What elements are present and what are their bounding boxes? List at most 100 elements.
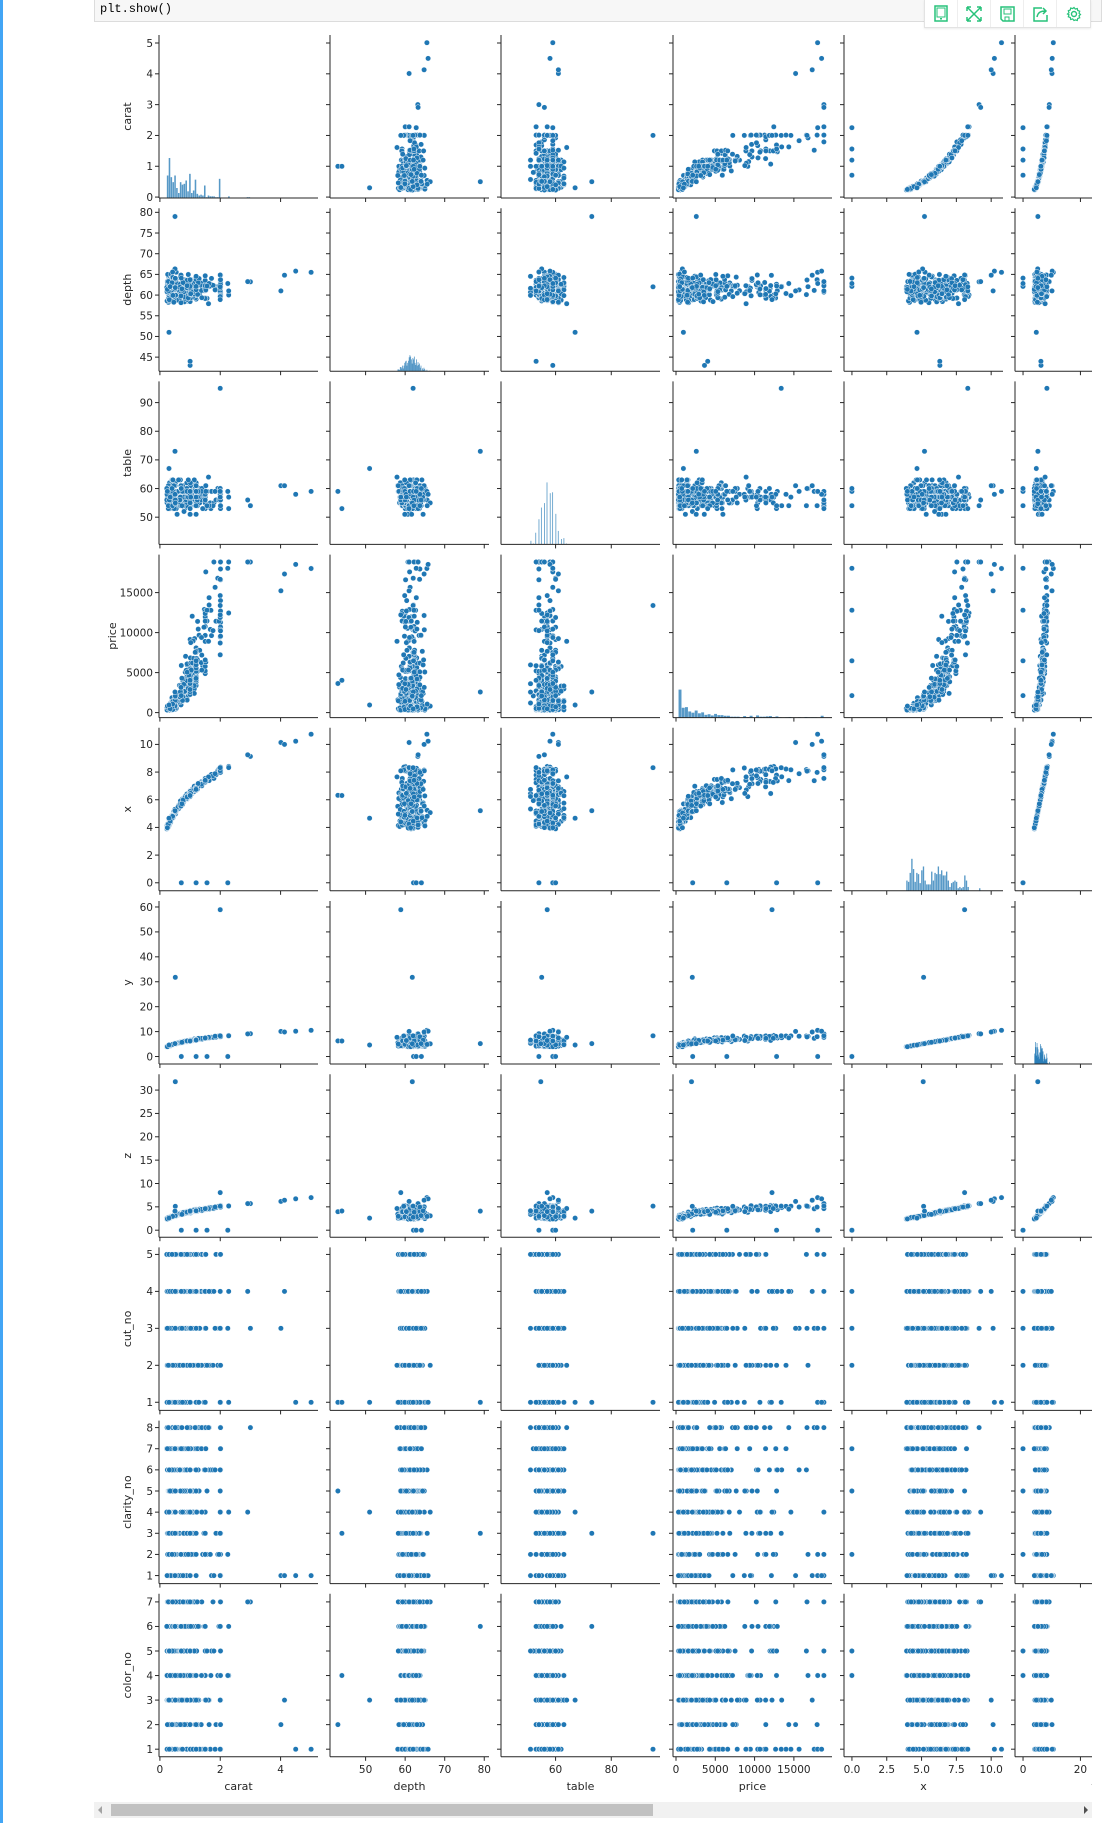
scatter-point (172, 491, 178, 498)
y-tick-label: 2 (146, 130, 153, 142)
scatter-point (535, 269, 542, 275)
scatter-point (714, 288, 721, 295)
scatter-point (723, 157, 730, 164)
scatter-point (684, 292, 691, 299)
histogram-bar (194, 179, 197, 198)
scatter-point (769, 296, 775, 303)
scatter-point (477, 178, 484, 185)
scatter-point (732, 282, 739, 289)
scatter-point (761, 279, 768, 286)
scatter-point (1048, 66, 1055, 73)
scatter-point (964, 123, 971, 130)
scatter-point (704, 358, 711, 365)
scatter-point (549, 39, 556, 46)
scatter-point (1043, 132, 1050, 139)
scatter-point (753, 132, 760, 139)
scatter-point (916, 292, 923, 299)
scatter-point (756, 149, 763, 156)
y-tick-label: 60 (140, 483, 153, 495)
scatter-point (544, 123, 551, 130)
scatter-point (955, 300, 962, 307)
histogram-bar (218, 178, 221, 198)
scatter-point (706, 157, 713, 164)
scatter-point (914, 274, 921, 281)
tablet-view-button[interactable] (925, 0, 958, 27)
histogram-bar (405, 361, 406, 372)
scatter-point (549, 280, 556, 287)
histogram-bar (417, 362, 419, 372)
scatter-point (1020, 280, 1026, 287)
scatter-point (749, 275, 755, 282)
scatter-point (549, 157, 556, 164)
share-button[interactable] (1024, 0, 1057, 27)
histogram-bar (408, 357, 410, 372)
histogram-bar (404, 362, 406, 372)
scatter-point (549, 362, 556, 369)
scatter-point (395, 482, 402, 489)
scatter-point (410, 146, 417, 152)
scatter-point (1049, 287, 1055, 294)
scatter-point (224, 488, 231, 495)
scatter-point (560, 175, 567, 181)
scatter-point (217, 488, 224, 495)
scatter-point (167, 494, 174, 501)
scatter-point (224, 280, 231, 287)
scatter-point (292, 268, 299, 275)
scatter-point (547, 178, 553, 185)
scatter-point (225, 287, 232, 294)
scatter-point (1034, 275, 1041, 282)
scatter-point (185, 476, 192, 483)
scatter-point (935, 282, 942, 289)
scatter-point (418, 178, 425, 185)
scatter-point (704, 163, 711, 170)
scatter-point (527, 273, 534, 280)
scatter-point (991, 55, 998, 62)
scatter-point (572, 184, 579, 191)
scatter-point (820, 123, 827, 130)
scatter-point (535, 171, 542, 178)
scatter-point (535, 146, 542, 152)
scatter-point (700, 276, 707, 283)
scatter-point (1033, 329, 1040, 336)
scatter-point (401, 511, 408, 518)
y-tick-label: 50 (140, 512, 153, 524)
scatter-point (693, 213, 700, 220)
scatter-point (762, 147, 769, 154)
histogram-bar (200, 194, 202, 198)
scatter-point (712, 271, 719, 278)
settings-button[interactable] (1057, 0, 1090, 27)
scatter-point (719, 172, 726, 179)
scatter-point (174, 511, 181, 518)
histogram-bar (170, 177, 173, 198)
y-tick-label: 80 (140, 207, 153, 219)
scatter-point (277, 287, 284, 294)
scatter-point (785, 143, 792, 150)
scatter-point (547, 55, 553, 62)
scatter-point (394, 144, 400, 151)
scatter-point (914, 184, 920, 191)
scatter-point (175, 476, 182, 483)
expand-button[interactable] (958, 0, 991, 27)
scatter-point (767, 161, 774, 168)
scatter-point (169, 485, 175, 492)
scatter-point (724, 272, 731, 279)
scatter-point (544, 290, 551, 297)
scatter-point (552, 275, 559, 282)
scatter-point (721, 294, 728, 301)
scatter-point (960, 276, 966, 283)
scatter-point (401, 180, 408, 187)
scatter-point (538, 163, 545, 170)
scatter-point (710, 298, 716, 305)
scatter-point (814, 132, 821, 139)
scatter-point (811, 147, 818, 154)
save-button[interactable] (991, 0, 1024, 27)
scatter-point (217, 283, 224, 290)
scatter-point (178, 292, 184, 299)
scatter-point (814, 124, 821, 131)
code-cell[interactable]: plt.show() (94, 0, 1102, 22)
scatter-point (415, 104, 422, 111)
scatter-point (921, 213, 928, 220)
y-tick-label: 4 (146, 69, 153, 81)
scatter-point (848, 275, 855, 282)
scatter-point (1034, 299, 1041, 306)
